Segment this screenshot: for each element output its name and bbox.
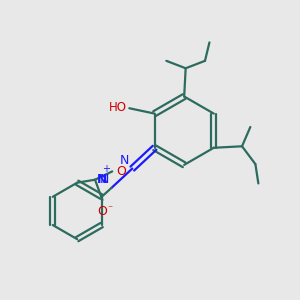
Text: N: N	[120, 154, 129, 167]
Text: HO: HO	[109, 100, 127, 114]
Text: O: O	[116, 165, 126, 178]
Text: +: +	[102, 164, 110, 174]
Text: O: O	[98, 205, 107, 218]
Text: ⁻: ⁻	[108, 205, 113, 215]
Text: N: N	[97, 173, 107, 186]
Text: N: N	[100, 173, 109, 186]
